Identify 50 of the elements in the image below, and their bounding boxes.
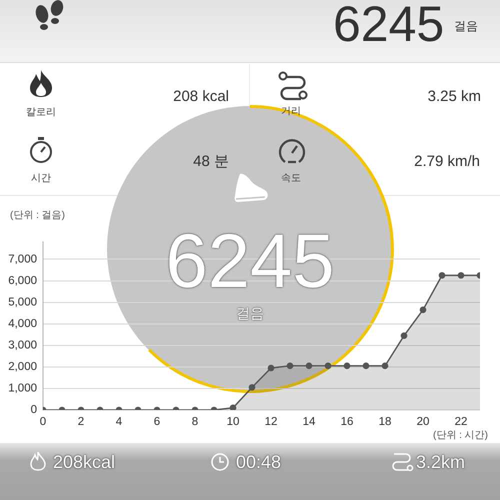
x-tick-label: 16 <box>340 416 354 428</box>
text: 00:48 <box>236 452 282 472</box>
x-tick-label: 8 <box>192 416 198 428</box>
y-tick-label: 7,000 <box>8 253 37 266</box>
x-tick-label: 2 <box>78 416 84 428</box>
x-tick-label: 22 <box>454 416 468 428</box>
y-axis-title: (단위 : 걸음) <box>10 210 65 221</box>
y-tick-label: 3,000 <box>8 340 37 352</box>
x-tick-label: 18 <box>378 416 392 428</box>
x-tick-label: 0 <box>40 416 46 428</box>
point <box>400 332 408 339</box>
annotation: 6245 <box>165 219 335 304</box>
y-tick-label: 2,000 <box>8 361 37 374</box>
y-tick-label: 6,000 <box>8 274 37 287</box>
text: 2.79 km/h <box>414 153 480 170</box>
point <box>286 362 294 370</box>
x-tick-label: 4 <box>116 416 123 428</box>
text: 거리 <box>281 106 301 117</box>
point <box>438 272 446 279</box>
text: 208 kcal <box>173 88 229 105</box>
y-tick-label: 5,000 <box>8 296 37 308</box>
text: 칼로리 <box>26 107 56 118</box>
y-tick-label: 1,000 <box>8 382 37 395</box>
x-tick-label: 14 <box>302 416 316 428</box>
text: 208kcal <box>53 452 116 472</box>
text: 시간 <box>31 173 51 184</box>
point <box>230 404 236 410</box>
point <box>420 306 426 314</box>
point <box>306 362 312 370</box>
x-axis-title: (단위 : 시간) <box>433 430 488 441</box>
point <box>344 362 350 370</box>
point <box>268 364 274 372</box>
point <box>324 362 332 370</box>
point <box>248 384 256 391</box>
text: 속도 <box>281 173 301 184</box>
text: 걸음 <box>454 19 478 33</box>
annotation: 걸음 <box>236 305 264 321</box>
x-tick-label: 12 <box>264 416 278 428</box>
point <box>382 362 388 370</box>
point <box>362 362 370 370</box>
x-tick-label: 6 <box>154 416 160 428</box>
text: 3.25 km <box>428 88 481 105</box>
text: 48 분 <box>193 153 229 170</box>
x-tick-label: 20 <box>416 416 430 428</box>
text: 3.2km <box>416 452 466 472</box>
y-tick-label: 0 <box>30 404 37 416</box>
y-tick-label: 4,000 <box>8 318 37 330</box>
x-tick-label: 10 <box>226 416 240 428</box>
point <box>458 272 464 279</box>
text: 6245 <box>333 0 444 52</box>
